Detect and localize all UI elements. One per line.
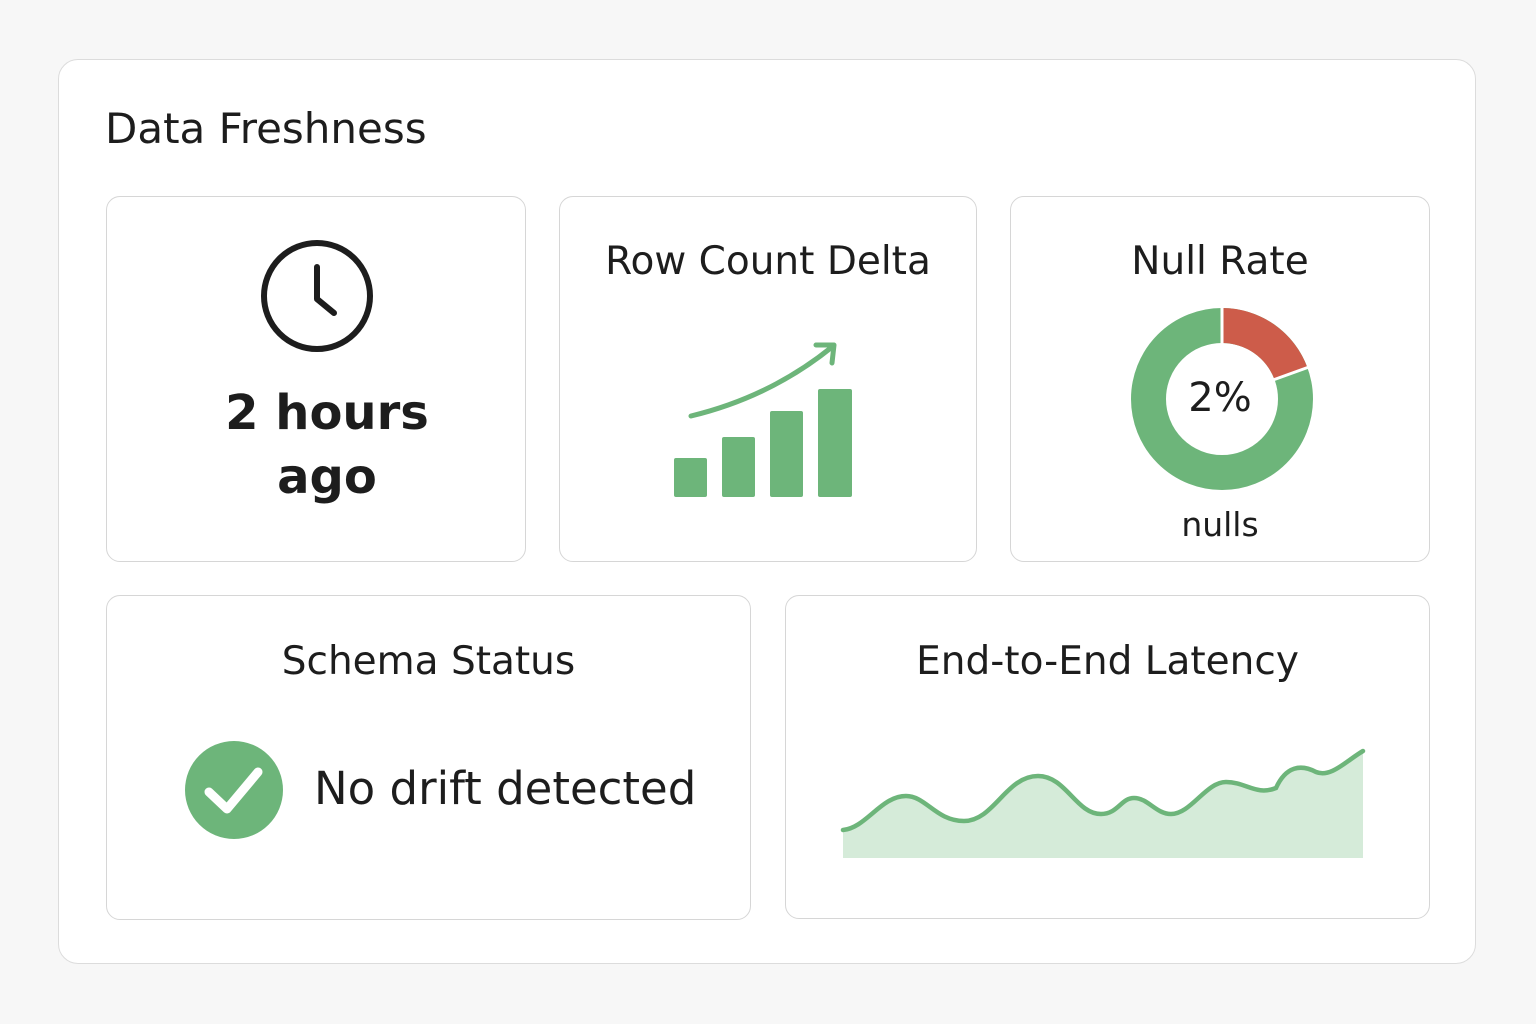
- check-icon: [185, 741, 283, 839]
- latency-card: End-to-End Latency: [785, 595, 1430, 919]
- panel-title: Data Freshness: [105, 104, 427, 153]
- card-title: End-to-End Latency: [916, 639, 1299, 684]
- card-title: Row Count Delta: [605, 239, 931, 284]
- sparkline-icon: [840, 748, 1366, 858]
- card-title: Null Rate: [1131, 239, 1309, 284]
- null-rate-card: Null Rate 2% nulls: [1010, 196, 1430, 562]
- card-title: Schema Status: [281, 639, 576, 684]
- freshness-value: 2 hours ago: [225, 385, 429, 505]
- freshness-card: 2 hours ago: [106, 196, 526, 562]
- growth-icon: [674, 342, 852, 497]
- null-rate-caption: nulls: [1181, 505, 1259, 544]
- donut-icon: [1131, 305, 1313, 490]
- null-rate-value: 2%: [1188, 375, 1252, 421]
- schema-card: Schema Status No drift detected: [106, 595, 751, 920]
- clock-icon: [261, 240, 373, 352]
- row-count-card: Row Count Delta: [559, 196, 977, 562]
- schema-status: No drift detected: [314, 762, 697, 815]
